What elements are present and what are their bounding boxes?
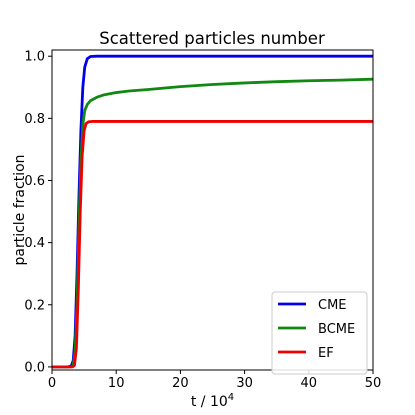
x-axis-label-base: t / 10: [191, 394, 228, 410]
y-axis-label: particle fraction: [12, 154, 28, 265]
x-axis-label-exponent: 4: [228, 392, 234, 403]
y-tick-label: 1.0: [24, 50, 45, 65]
x-tick-label: 40: [301, 376, 318, 391]
legend-label-cme: CME: [318, 298, 347, 313]
y-tick-label: 0.2: [24, 298, 45, 313]
legend-label-ef: EF: [318, 346, 334, 361]
series-line-ef: [52, 120, 373, 369]
x-axis: 0 10 20 30 40 50: [48, 370, 381, 391]
plot-lines: [52, 54, 373, 369]
x-axis-label: t / 104: [191, 392, 234, 410]
y-axis: 0.0 0.2 0.4 0.6 0.8 1.0: [24, 50, 52, 375]
x-tick-label: 0: [48, 376, 56, 391]
x-tick-label: 20: [172, 376, 189, 391]
x-tick-label: 30: [236, 376, 253, 391]
y-tick-label: 0.8: [24, 112, 45, 127]
y-tick-label: 0.4: [24, 236, 45, 251]
y-tick-label: 0.0: [24, 360, 45, 375]
legend: CME BCME EF: [271, 291, 368, 375]
legend-label-bcme: BCME: [318, 322, 355, 337]
x-tick-label: 10: [108, 376, 125, 391]
x-tick-label: 50: [365, 376, 382, 391]
plot-frame: [51, 49, 374, 371]
legend-box: [271, 291, 368, 375]
y-tick-label: 0.6: [24, 174, 45, 189]
chart-title: Scattered particles number: [99, 29, 325, 48]
